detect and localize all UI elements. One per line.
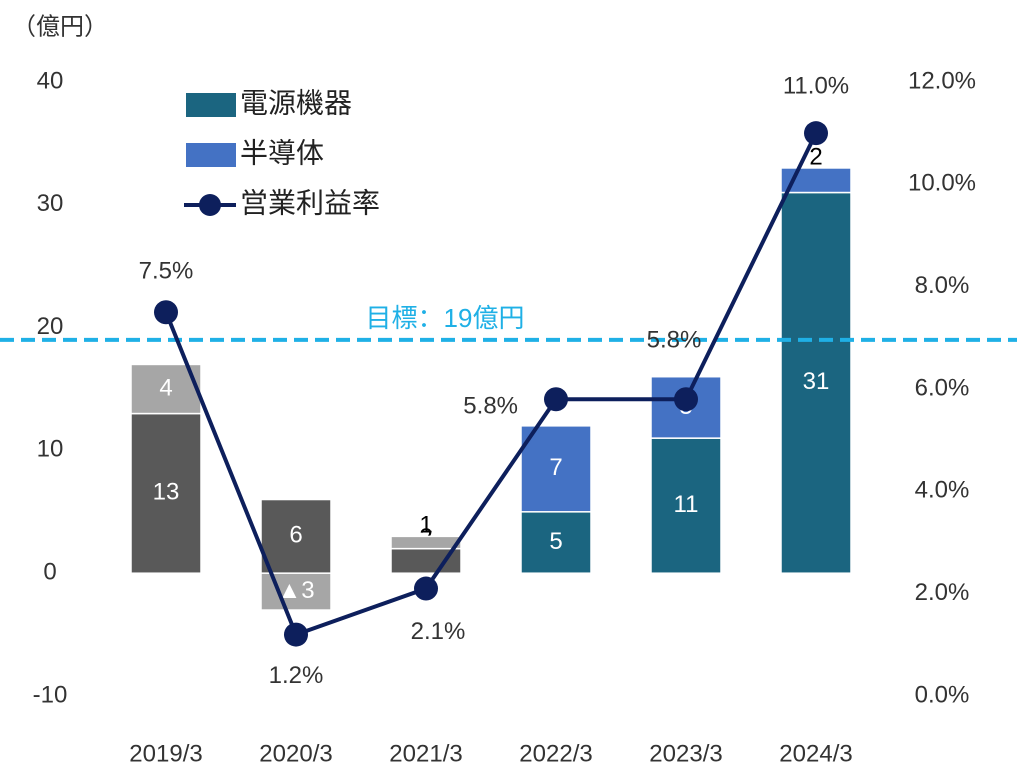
data-label: 1.2% bbox=[269, 662, 324, 689]
data-label: 11 bbox=[674, 491, 699, 518]
y2-tick-label: 4.0% bbox=[915, 477, 970, 504]
legend-marker bbox=[199, 194, 221, 216]
y-tick-label: 10 bbox=[37, 436, 64, 463]
y2-tick-label: 10.0% bbox=[908, 170, 976, 197]
line-marker bbox=[154, 300, 178, 325]
y-tick-label: 20 bbox=[37, 313, 64, 340]
data-label: 31 bbox=[803, 368, 830, 395]
bar bbox=[390, 535, 462, 550]
y-tick-label: 30 bbox=[37, 190, 64, 217]
x-tick-label: 2020/3 bbox=[259, 740, 332, 767]
target-label: 目標：19億円 bbox=[366, 303, 525, 333]
x-tick-label: 2024/3 bbox=[779, 740, 852, 767]
y2-tick-label: 8.0% bbox=[915, 272, 970, 299]
legend-label: 半導体 bbox=[240, 137, 324, 168]
line-marker bbox=[544, 387, 568, 412]
line bbox=[164, 132, 818, 638]
x-tick-label: 2022/3 bbox=[519, 740, 592, 767]
data-label: 11.0% bbox=[783, 73, 849, 100]
bar bbox=[780, 167, 852, 194]
x-tick-label: 2021/3 bbox=[389, 740, 462, 767]
bar bbox=[130, 412, 202, 574]
legend-label: 電源機器 bbox=[240, 87, 352, 118]
legend-swatch bbox=[186, 93, 236, 117]
data-label: 5.8% bbox=[463, 393, 518, 420]
data-label: 6 bbox=[289, 522, 302, 549]
line-marker bbox=[414, 576, 438, 601]
line-marker bbox=[674, 387, 698, 412]
data-label: 2 bbox=[809, 143, 822, 170]
data-label: 2.1% bbox=[411, 618, 466, 645]
x-tick-label: 2023/3 bbox=[649, 740, 722, 767]
data-label: 1 bbox=[419, 512, 432, 539]
data-label: 5.8% bbox=[647, 327, 702, 354]
data-label: 7.5% bbox=[139, 258, 194, 285]
x-tick-label: 2019/3 bbox=[129, 740, 202, 767]
data-label: 7 bbox=[549, 454, 562, 481]
bar bbox=[260, 572, 332, 611]
data-label: 4 bbox=[159, 374, 172, 401]
y-axis-label: （億円） bbox=[12, 13, 108, 40]
y-tick-label: -10 bbox=[33, 681, 68, 708]
y2-tick-label: 6.0% bbox=[915, 374, 970, 401]
data-label: 13 bbox=[153, 479, 180, 506]
legend-swatch bbox=[186, 143, 236, 167]
data-label: 5 bbox=[549, 528, 562, 555]
legend-label: 営業利益率 bbox=[240, 187, 380, 218]
bar bbox=[260, 498, 332, 574]
bar bbox=[780, 191, 852, 574]
y-tick-label: 0 bbox=[43, 559, 56, 586]
line-marker bbox=[804, 121, 828, 146]
bar bbox=[520, 425, 592, 513]
y-tick-label: 40 bbox=[37, 67, 64, 94]
y2-tick-label: 0.0% bbox=[915, 681, 970, 708]
bar bbox=[650, 437, 722, 574]
line-marker bbox=[284, 622, 308, 647]
y2-tick-label: 12.0% bbox=[908, 67, 976, 94]
y2-tick-label: 2.0% bbox=[915, 579, 970, 606]
bar bbox=[520, 511, 592, 574]
